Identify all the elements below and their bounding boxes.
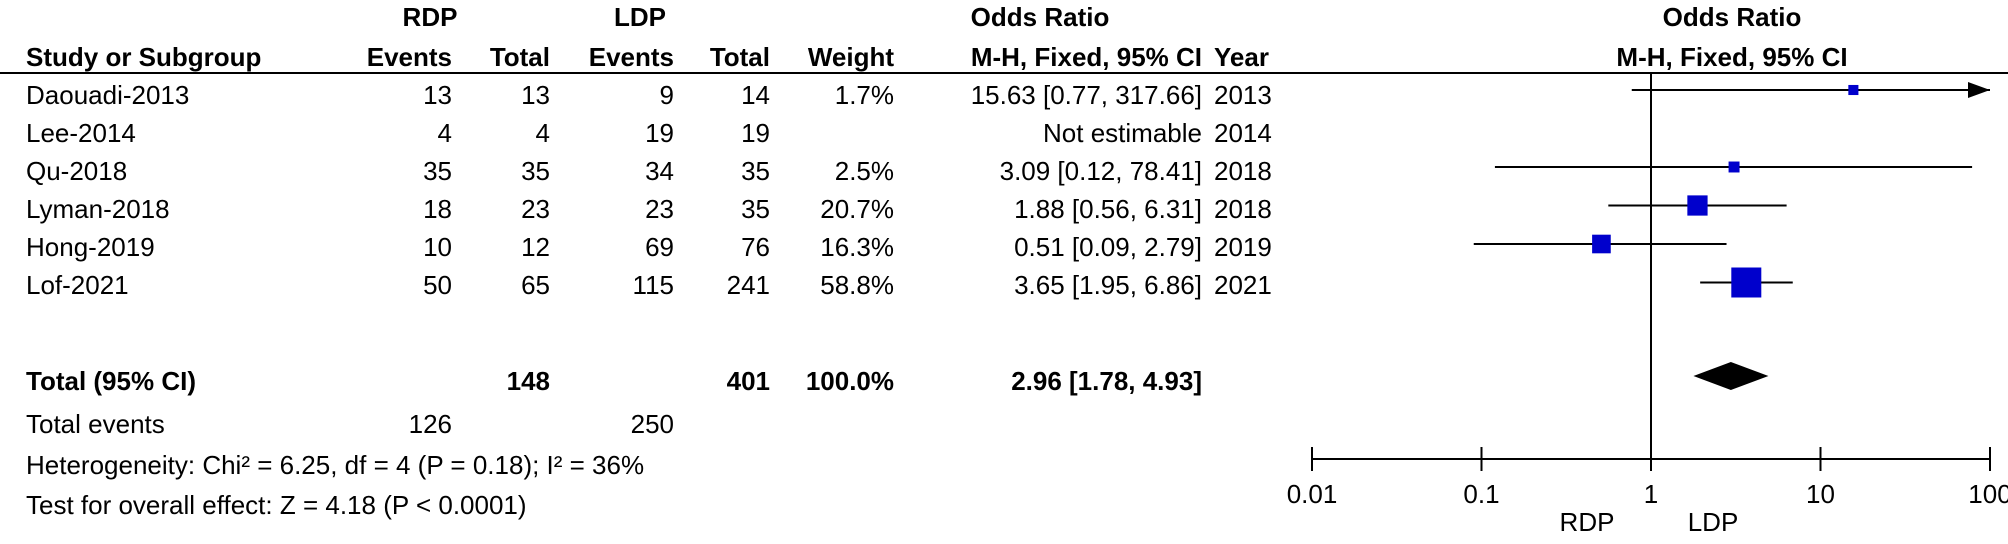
rdp-total: 13 <box>521 80 550 110</box>
events-label: Total events <box>26 409 165 439</box>
ldp-total: 35 <box>741 194 770 224</box>
study-marker <box>1848 84 1859 96</box>
rdp-events: 4 <box>437 118 452 148</box>
total-label: Total (95% CI) <box>26 366 196 396</box>
events-rdp: 126 <box>408 409 452 439</box>
study-name: Hong-2019 <box>26 232 155 262</box>
rdp-events: 13 <box>423 80 452 110</box>
header-rule <box>0 72 2008 74</box>
ldp-events: 34 <box>645 156 674 186</box>
ldp-total: 19 <box>741 118 770 148</box>
ldp-events: 9 <box>659 80 674 110</box>
total-weight: 100.0% <box>805 366 894 396</box>
study-name: Lee-2014 <box>26 118 136 148</box>
heterogeneity-text: Heterogeneity: Chi² = 6.25, df = 4 (P = … <box>26 450 645 480</box>
total-ldp-total: 401 <box>726 366 770 396</box>
ldp-events: 19 <box>645 118 674 148</box>
or-ci-text: 3.09 [0.12, 78.41] <box>999 156 1202 186</box>
study-marker <box>1592 234 1611 254</box>
col-rdp-total-header: Total <box>489 42 550 72</box>
ldp-events: 23 <box>645 194 674 224</box>
x-tick-label: 10 <box>1806 479 1835 509</box>
ldp-events: 115 <box>632 270 674 300</box>
weight: 1.7% <box>834 80 894 110</box>
or-ci-text: Not estimable <box>1043 118 1202 148</box>
weight: 58.8% <box>820 270 894 300</box>
total-rdp-total: 148 <box>506 366 550 396</box>
ldp-total: 14 <box>741 80 770 110</box>
year: 2019 <box>1214 232 1272 262</box>
study-marker <box>1731 267 1762 298</box>
or-ci-text: 15.63 [0.77, 317.66] <box>970 80 1202 110</box>
ldp-total: 35 <box>741 156 770 186</box>
year: 2014 <box>1214 118 1272 148</box>
or-ci-text: 1.88 [0.56, 6.31] <box>1014 194 1202 224</box>
study-name: Daouadi-2013 <box>26 80 190 110</box>
plot-method-header: M-H, Fixed, 95% CI <box>1616 42 1848 72</box>
plot-group-header: Odds Ratio <box>1662 2 1802 32</box>
col-weight-header: Weight <box>807 42 894 72</box>
ci-clip-arrow <box>1968 82 1990 98</box>
rdp-events: 18 <box>423 194 452 224</box>
year: 2018 <box>1214 194 1272 224</box>
rdp-events: 35 <box>423 156 452 186</box>
col-study-header: Study or Subgroup <box>26 42 262 72</box>
year: 2021 <box>1214 270 1272 300</box>
col-ldp-total-header: Total <box>709 42 770 72</box>
year: 2013 <box>1214 80 1272 110</box>
x-tick-label: 100 <box>1968 479 2008 509</box>
x-tick-label: 0.01 <box>1287 479 1338 509</box>
or-ci-text: 0.51 [0.09, 2.79] <box>1014 232 1202 262</box>
rdp-total: 4 <box>535 118 550 148</box>
study-name: Lyman-2018 <box>26 194 170 224</box>
pooled-diamond <box>1693 362 1769 390</box>
ldp-total: 241 <box>726 270 770 300</box>
rdp-total: 12 <box>521 232 550 262</box>
favours-left-label: RDP <box>1560 507 1615 537</box>
study-name: Lof-2021 <box>26 270 129 300</box>
weight: 2.5% <box>834 156 894 186</box>
year: 2018 <box>1214 156 1272 186</box>
total-or-text: 2.96 [1.78, 4.93] <box>1011 366 1202 396</box>
favours-right-label: LDP <box>1688 507 1739 537</box>
col-year-header: Year <box>1214 42 1269 72</box>
ldp-total: 76 <box>741 232 770 262</box>
ldp-group-header: LDP <box>614 2 666 32</box>
rdp-total: 65 <box>521 270 550 300</box>
events-ldp: 250 <box>630 409 674 439</box>
x-tick-label: 0.1 <box>1463 479 1499 509</box>
ldp-events: 69 <box>645 232 674 262</box>
rdp-events: 50 <box>423 270 452 300</box>
col-or-header: M-H, Fixed, 95% CI <box>970 42 1202 72</box>
rdp-total: 23 <box>521 194 550 224</box>
rdp-total: 35 <box>521 156 550 186</box>
weight: 16.3% <box>820 232 894 262</box>
col-rdp-events-header: Events <box>366 42 452 72</box>
col-ldp-events-header: Events <box>588 42 674 72</box>
x-tick-label: 1 <box>1644 479 1658 509</box>
study-marker <box>1687 195 1708 216</box>
weight: 20.7% <box>820 194 894 224</box>
or-group-header: Odds Ratio <box>970 2 1110 32</box>
study-name: Qu-2018 <box>26 156 128 186</box>
overall-effect-text: Test for overall effect: Z = 4.18 (P < 0… <box>26 490 527 520</box>
rdp-events: 10 <box>423 232 452 262</box>
study-marker <box>1728 161 1740 173</box>
rdp-group-header: RDP <box>402 2 458 32</box>
or-ci-text: 3.65 [1.95, 6.86] <box>1014 270 1202 300</box>
